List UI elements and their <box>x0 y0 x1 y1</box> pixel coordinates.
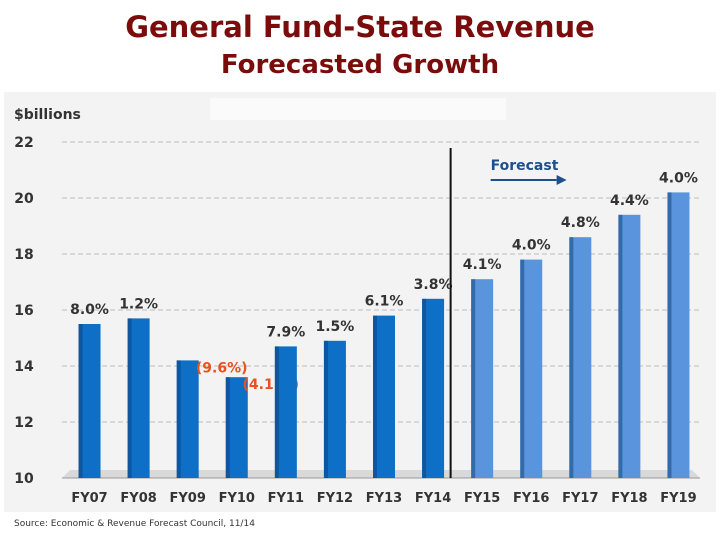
bar-shade <box>373 315 377 478</box>
x-tick-label: FY11 <box>268 491 304 506</box>
bar-value-label: 8.0% <box>70 302 109 318</box>
bar <box>274 346 297 478</box>
bar-shade <box>176 360 181 478</box>
bar-value-label: (9.6%) <box>196 360 248 376</box>
x-tick-label: FY17 <box>562 491 598 506</box>
bar-shade <box>520 259 525 478</box>
chart-panel <box>4 92 716 512</box>
revenue-chart: $billions 10 12 14 16 18 20 22 8.0% FY07 1.2% FY08 (… <box>4 92 716 512</box>
x-tick-label: FY13 <box>366 491 402 506</box>
bar-shade <box>618 214 623 479</box>
bar <box>127 318 150 478</box>
y-tick-label: 22 <box>14 135 33 151</box>
bar-value-label: 1.2% <box>119 296 158 312</box>
x-tick-label: FY18 <box>611 491 647 506</box>
bar <box>225 377 248 478</box>
bar-shade <box>323 340 328 478</box>
bar-shade <box>225 377 230 478</box>
bar-value-label: 4.0% <box>512 238 551 254</box>
y-tick-label: 16 <box>14 303 33 319</box>
y-axis-label: $billions <box>14 107 81 123</box>
bar-value-label: 3.8% <box>414 277 453 293</box>
source-note: Source: Economic & Revenue Forecast Coun… <box>14 519 255 529</box>
bar-shade <box>78 324 83 478</box>
bar <box>667 192 690 478</box>
x-tick-label: FY16 <box>513 491 549 506</box>
bar-value-label: 4.4% <box>610 193 649 209</box>
bar <box>471 279 494 478</box>
x-tick-label: FY09 <box>169 491 205 506</box>
chart-subtitle: Forecasted Growth <box>220 50 500 80</box>
bar <box>422 298 445 478</box>
bar-value-label: 6.1% <box>365 294 404 310</box>
x-tick-label: FY12 <box>317 491 353 506</box>
bar-shade <box>127 318 132 478</box>
x-tick-label: FY19 <box>660 491 696 506</box>
bar-shade <box>274 346 279 478</box>
bar <box>618 214 641 479</box>
y-tick-label: 10 <box>14 471 34 487</box>
x-tick-label: FY15 <box>464 491 500 506</box>
forecast-label: Forecast <box>491 158 559 174</box>
bar <box>373 315 395 478</box>
y-tick-label: 18 <box>14 247 33 263</box>
bar-shade <box>422 298 427 478</box>
x-tick-label: FY07 <box>71 491 107 506</box>
bar-value-label: 1.5% <box>316 319 355 335</box>
forecast-arrow-head <box>556 175 567 185</box>
bar <box>78 324 101 478</box>
chart-header-band <box>210 98 506 120</box>
chart-title: General Fund-State Revenue <box>125 10 595 44</box>
x-tick-label: FY08 <box>120 491 156 506</box>
bar-shade <box>667 192 672 478</box>
bar-shade <box>471 279 476 478</box>
bar <box>520 259 543 478</box>
bar <box>323 340 346 478</box>
x-tick-label: FY14 <box>415 491 451 506</box>
bar-value-label: 4.1% <box>463 257 502 273</box>
y-tick-label: 14 <box>14 359 34 375</box>
bar <box>176 360 199 478</box>
x-tick-label: FY10 <box>219 491 255 506</box>
bar <box>569 237 592 478</box>
bar-shade <box>569 237 574 478</box>
bar-value-label: 4.0% <box>659 170 698 186</box>
y-tick-label: 12 <box>14 415 33 431</box>
y-tick-label: 20 <box>14 191 34 207</box>
bar-value-label: 7.9% <box>266 324 305 340</box>
bar-value-label: 4.8% <box>561 215 600 231</box>
